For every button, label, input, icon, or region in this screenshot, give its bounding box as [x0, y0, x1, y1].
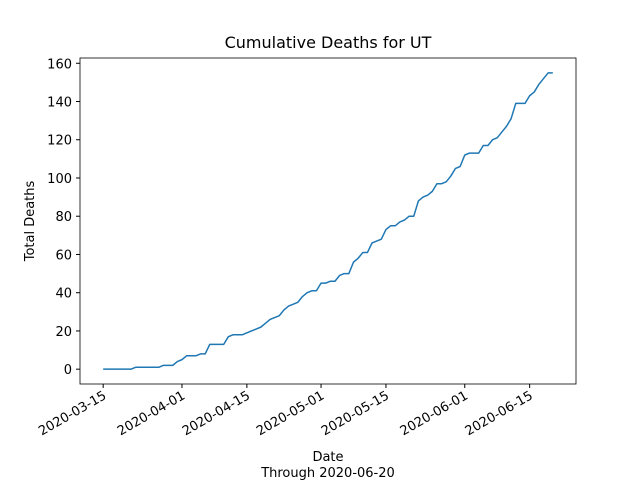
y-tick-label: 120 [47, 134, 72, 149]
x-tick-label: 2020-05-15 [319, 388, 392, 439]
y-tick-label: 60 [55, 248, 72, 263]
x-tick-label: 2020-05-01 [254, 388, 327, 439]
y-tick-label: 80 [55, 210, 72, 225]
x-tick-label: 2020-03-15 [36, 388, 109, 439]
y-tick-label: 20 [55, 325, 72, 340]
subtitle: Through 2020-06-20 [260, 466, 395, 480]
x-tick-label: 2020-04-15 [180, 388, 253, 439]
x-tick-label: 2020-06-01 [398, 388, 471, 439]
y-tick-label: 40 [55, 287, 72, 302]
x-axis-label: Date [312, 450, 343, 465]
y-tick-label: 0 [64, 363, 72, 378]
x-tick-label: 2020-06-15 [463, 388, 536, 439]
y-tick-label: 140 [47, 95, 72, 110]
y-tick-label: 160 [47, 57, 72, 72]
plot-frame [79, 57, 577, 385]
y-axis-label: Total Deaths [23, 180, 38, 262]
x-tick-label: 2020-04-01 [115, 388, 188, 439]
chart-title: Cumulative Deaths for UT [225, 33, 432, 52]
y-tick-label: 100 [47, 172, 72, 187]
data-line [103, 72, 553, 370]
